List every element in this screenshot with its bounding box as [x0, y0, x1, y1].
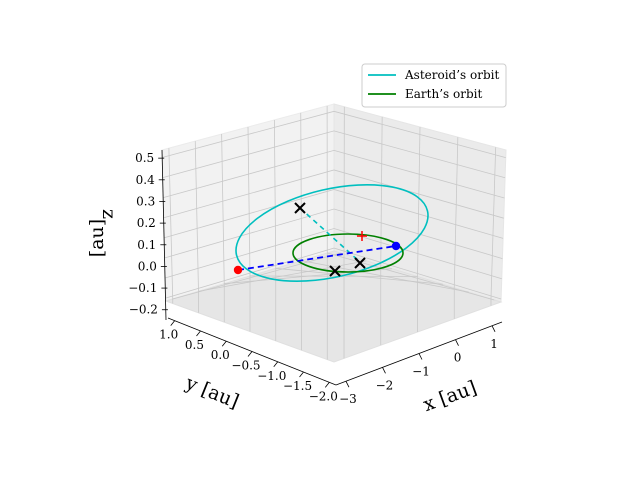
node-marker-3 — [329, 265, 341, 277]
z-grid-line — [165, 228, 502, 280]
x-axis-label: x [au] — [420, 377, 479, 417]
y-tick-mark — [221, 340, 227, 347]
grid-lines — [162, 105, 506, 360]
y-tick-label: −2.0 — [309, 389, 338, 403]
x-tick-label: −1 — [412, 365, 430, 379]
y-tick-label: 0.5 — [185, 338, 204, 352]
y-tick-label: −0.5 — [231, 359, 260, 373]
axis-ticks: 0.50.40.30.20.10.0−0.1−0.21.00.50.0−0.5−… — [128, 151, 498, 406]
z-grid-line — [162, 130, 506, 179]
y-tick-mark — [247, 351, 253, 357]
x-tick-mark — [382, 367, 386, 374]
node-marker-1 — [294, 202, 306, 214]
z-axis-line — [161, 149, 167, 321]
y-tick-label: 0.0 — [211, 348, 230, 362]
z-tick-label: 0.3 — [136, 194, 155, 208]
x-grid-line — [380, 116, 383, 266]
y-tick-mark — [299, 371, 304, 378]
legend: Asteroid’s orbit Earth’s orbit — [361, 63, 507, 108]
y-tick-mark — [324, 382, 330, 388]
y-tick-label: 1.0 — [159, 328, 178, 342]
z-tick-label: 0.4 — [136, 173, 155, 187]
legend-label-asteroid: Asteroid’s orbit — [404, 68, 499, 82]
z-grid-line — [162, 110, 506, 158]
z-tick-label: 0.1 — [137, 238, 156, 252]
y-tick-mark — [170, 320, 176, 326]
legend-label-earth: Earth’s orbit — [405, 87, 482, 101]
asteroid-orbit — [235, 183, 429, 283]
x-grid-line — [417, 126, 421, 277]
x-tick-mark — [418, 353, 423, 360]
z-tick-label: 0.2 — [137, 216, 156, 230]
sun-marker — [357, 231, 367, 241]
earth-orbit — [292, 233, 404, 273]
node-marker-2 — [354, 257, 366, 269]
x-tick-label: −2 — [376, 378, 394, 392]
z-tick-label: −0.1 — [128, 281, 157, 295]
y-axis-label: y [au] — [182, 372, 242, 413]
x-tick-mark — [491, 325, 496, 332]
z-grid-line — [165, 247, 502, 300]
y-tick-label: −1.0 — [257, 369, 286, 383]
z-grid-line — [164, 208, 503, 259]
y-tick-label: −1.5 — [283, 379, 312, 393]
z-tick-label: 0.0 — [138, 259, 157, 273]
y-tick-mark — [196, 330, 201, 337]
z-axis-label: [au] — [86, 219, 108, 257]
z-tick-label: 0.5 — [135, 151, 154, 165]
asteroid-position-marker — [233, 265, 243, 275]
earth-position-marker — [391, 241, 401, 251]
z-grid-line — [164, 189, 504, 239]
z-grid-line — [163, 169, 504, 219]
legend-box — [361, 63, 507, 108]
x-tick-label: −3 — [339, 392, 357, 406]
x-grid-line — [453, 137, 459, 288]
z-tick-label: −0.2 — [129, 303, 158, 317]
earth-asteroid-line — [237, 245, 397, 271]
x-tick-label: 0 — [454, 351, 462, 365]
z-axis-symbol: z — [98, 209, 120, 219]
x-tick-mark — [345, 381, 350, 388]
x-grid-line — [490, 147, 497, 299]
z-axis-unit: [au] — [86, 219, 108, 257]
x-tick-mark — [455, 339, 459, 346]
x-tick-label: 1 — [490, 337, 498, 351]
z-grid-line — [163, 149, 505, 199]
y-tick-mark — [273, 361, 279, 368]
